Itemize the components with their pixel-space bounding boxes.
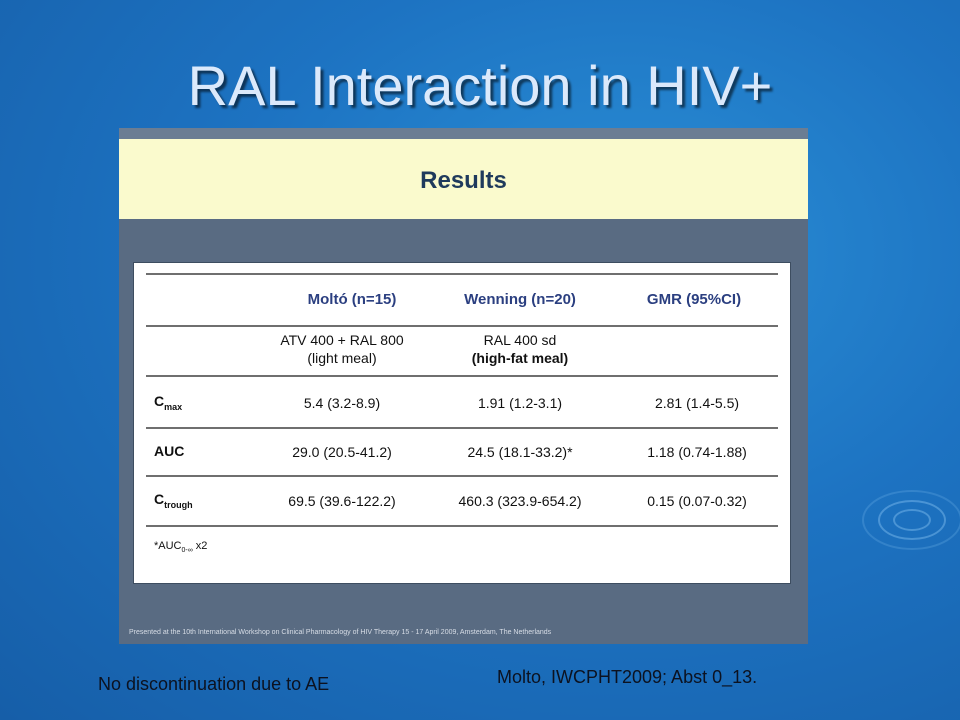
ripple-decoration — [862, 490, 960, 550]
table-rule — [146, 325, 778, 327]
column-header-gmr: GMR (95%CI) — [646, 291, 742, 308]
table-cell: 5.4 (3.2-8.9) — [303, 395, 381, 411]
row-label-cmax: Cmax — [154, 393, 183, 412]
reference-citation: Molto, IWCPHT2009; Abst 0_13. — [497, 667, 758, 687]
table-rule — [146, 427, 778, 429]
table-cell: 1.18 (0.74-1.88) — [647, 444, 747, 460]
results-heading: Results — [420, 167, 507, 194]
slide-title: RAL Interaction in HIV+ — [187, 54, 773, 117]
column-header-wenning: Wenning (n=20) — [464, 291, 576, 308]
table-cell: 29.0 (20.5-41.2) — [292, 444, 392, 460]
table-cell: 460.3 (323.9-654.2) — [458, 493, 582, 509]
row-label-ctrough: Ctrough — [154, 491, 193, 510]
results-image-panel: Results Moltó (n=15) Wenning (n=20) GMR … — [119, 128, 808, 644]
regimen-wenning-line1: RAL 400 sd — [483, 332, 557, 348]
regimen-wenning-line2: (high-fat meal) — [471, 350, 569, 366]
table-rule — [146, 375, 778, 377]
row-label-auc: AUC — [154, 443, 185, 459]
panel-top-strip — [119, 128, 808, 139]
results-table: Moltó (n=15) Wenning (n=20) GMR (95%CI) … — [133, 262, 791, 584]
table-cell: 2.81 (1.4-5.5) — [654, 395, 740, 411]
table-rule — [146, 525, 778, 527]
results-banner: Results — [119, 139, 808, 219]
table-cell: 24.5 (18.1-33.2)* — [467, 444, 573, 460]
table-cell: 0.15 (0.07-0.32) — [647, 493, 747, 509]
bottom-note: No discontinuation due to AE — [98, 674, 330, 694]
table-cell: 69.5 (39.6-122.2) — [288, 493, 396, 509]
table-cell: 1.91 (1.2-3.1) — [477, 395, 563, 411]
table-rule — [146, 273, 778, 275]
column-header-molto: Moltó (n=15) — [307, 291, 397, 308]
panel-source-line: Presented at the 10th International Work… — [129, 629, 552, 636]
table-rule — [146, 475, 778, 477]
table-footnote: *AUC0-∞ x2 — [154, 540, 208, 555]
regimen-molto-line1: ATV 400 + RAL 800 — [280, 332, 404, 348]
regimen-molto-line2: (light meal) — [307, 350, 377, 366]
